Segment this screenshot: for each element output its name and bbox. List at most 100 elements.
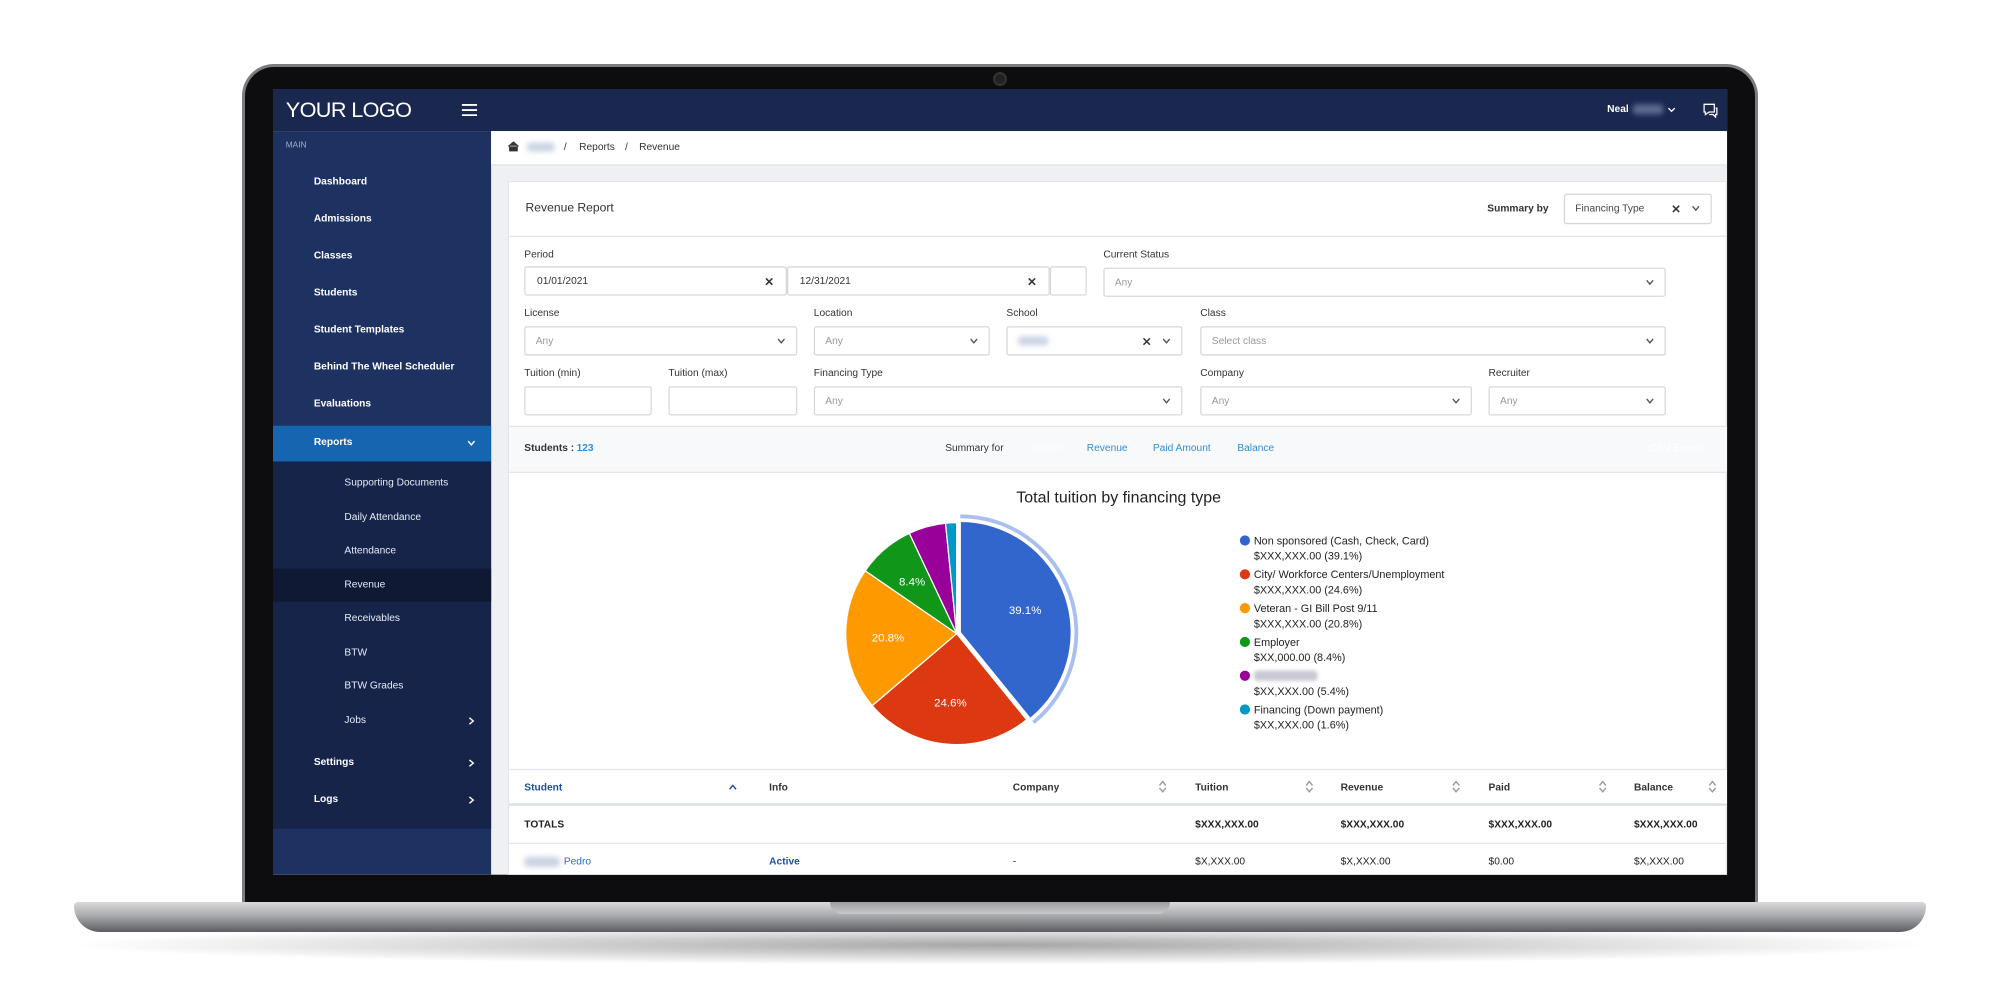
clear-icon[interactable]	[765, 277, 773, 286]
pie-slice	[871, 632, 1028, 746]
filter-label: School	[1006, 307, 1038, 319]
filter-input[interactable]	[1200, 386, 1472, 416]
clear-icon[interactable]	[1028, 277, 1036, 286]
submenu-item[interactable]: Receivables	[344, 611, 401, 624]
filter-placeholder: Select class	[1211, 335, 1267, 347]
sidebar-item[interactable]: Settings	[313, 756, 355, 768]
legend-detail: $XXX,XXX.00 (24.6%)	[1254, 584, 1362, 596]
filter-input[interactable]	[668, 386, 798, 416]
filter-input[interactable]	[813, 386, 1183, 416]
date-value: 01/01/2021	[537, 275, 589, 287]
filter-input[interactable]	[524, 386, 652, 416]
clear-icon[interactable]	[1672, 205, 1680, 213]
legend-detail: $XXX,XXX.00 (20.8%)	[1254, 618, 1362, 630]
chevron	[1305, 787, 1314, 793]
column-header[interactable]: Paid	[1488, 781, 1511, 794]
legend-label: Veteran - GI Bill Post 9/11	[1254, 603, 1378, 615]
filter-placeholder: Any	[825, 395, 843, 407]
sidebar-item[interactable]: Dashboard	[313, 175, 368, 188]
home-icon[interactable]	[507, 141, 519, 152]
logo: YOUR LOGO	[285, 97, 412, 123]
filter-input[interactable]	[1200, 326, 1666, 356]
column-header[interactable]: Tuition	[1195, 781, 1229, 794]
chevron	[1162, 338, 1171, 344]
date-value: 12/31/2021	[799, 275, 851, 287]
pie-slice	[959, 520, 1072, 720]
slice-label: 8.4%	[899, 577, 925, 589]
students-label: Students :	[524, 442, 575, 454]
filter-input[interactable]	[1103, 267, 1666, 297]
legend-detail: $XX,000.00 (8.4%)	[1254, 652, 1345, 664]
filter-input[interactable]	[524, 326, 798, 356]
submenu-item[interactable]: BTW Grades	[344, 679, 404, 692]
legend-label: City/ Workforce Centers/Unemployment	[1254, 569, 1445, 581]
filter-label: Class	[1200, 307, 1226, 319]
clear-icon[interactable]	[1142, 337, 1151, 346]
filter-label: License	[524, 307, 560, 319]
pie-chart: Total tuition by financing type 39.1% 24.6…	[845, 489, 1445, 746]
chevron	[1598, 780, 1607, 786]
sidebar-item[interactable]: Evaluations	[313, 397, 372, 410]
breadcrumb-item[interactable]: Reports	[579, 141, 615, 153]
student-name[interactable]: Pedro	[563, 855, 592, 868]
blurred-name	[524, 856, 560, 868]
sidebar-item[interactable]: Classes	[313, 249, 353, 262]
totals-value: $XXX,XXX.00	[1633, 818, 1698, 831]
sidebar-item[interactable]: Logs	[313, 793, 339, 805]
report-title: Revenue Report	[525, 201, 614, 216]
date-input[interactable]	[787, 266, 1050, 296]
chevron	[1708, 780, 1717, 786]
chevron	[468, 759, 475, 767]
summary-tab-label: Tuition	[1031, 442, 1062, 454]
active-menu-band	[273, 425, 492, 462]
calendar-button[interactable]	[1049, 266, 1087, 296]
chevron	[467, 440, 476, 446]
summary-by-select[interactable]	[1563, 193, 1712, 225]
submenu-item[interactable]: Jobs	[344, 713, 366, 725]
column-header[interactable]: Company	[1012, 781, 1060, 794]
sidebar-item[interactable]: Students	[313, 286, 358, 299]
column-header[interactable]: Balance	[1633, 781, 1674, 794]
submenu-item[interactable]: Daily Attendance	[344, 510, 422, 523]
legend-detail: $XX,XXX.00 (1.6%)	[1254, 720, 1349, 732]
menu-toggle[interactable]	[461, 103, 478, 117]
user-name[interactable]: Neal	[1607, 103, 1629, 115]
sidebar-item[interactable]: Reports	[313, 435, 353, 448]
student-info: Active	[769, 855, 800, 868]
submenu-item[interactable]: Revenue	[344, 578, 386, 590]
chevron	[1708, 787, 1717, 793]
chat-icon[interactable]	[1702, 102, 1719, 119]
column-header[interactable]: Student	[524, 781, 563, 794]
student-amount: $X,XXX.00	[1340, 855, 1391, 868]
legend-marker	[1239, 603, 1251, 614]
summary-tab-label: Balance	[1237, 442, 1275, 454]
legend-marker	[1239, 535, 1251, 546]
submenu-item[interactable]: Attendance	[344, 544, 397, 556]
sidebar-item[interactable]: Admissions	[313, 212, 372, 225]
filter-label: Recruiter	[1488, 367, 1530, 379]
submenu-item[interactable]: Supporting Documents	[344, 476, 449, 489]
sidebar-section: MAIN	[285, 141, 307, 151]
sidebar-item[interactable]: Student Templates	[313, 323, 405, 336]
column-header[interactable]: Info	[769, 781, 788, 794]
chevron	[1692, 205, 1700, 212]
filter-label: Period	[524, 248, 554, 260]
filter-label: Tuition (min)	[524, 367, 581, 379]
column-header[interactable]: Revenue	[1340, 781, 1384, 794]
summary-tab-label: Paid Amount	[1152, 442, 1211, 454]
filter-input[interactable]	[1488, 386, 1666, 416]
user-chevron	[1667, 107, 1676, 113]
totals-value: $XXX,XXX.00	[1195, 818, 1259, 831]
breadcrumb-item[interactable]: Revenue	[639, 141, 680, 153]
filter-placeholder: Any	[1211, 395, 1230, 407]
legend-detail: $XXX,XXX.00 (39.1%)	[1254, 551, 1362, 563]
filter-label: Financing Type	[813, 367, 883, 379]
submenu-item[interactable]: BTW	[344, 645, 368, 658]
filter-input[interactable]	[813, 326, 990, 356]
go-button-label: Go	[1684, 395, 1699, 407]
chevron	[1598, 787, 1607, 793]
sidebar-item[interactable]: Behind The Wheel Scheduler	[313, 360, 455, 373]
laptop-camera	[993, 72, 1007, 86]
date-input[interactable]	[524, 266, 788, 296]
